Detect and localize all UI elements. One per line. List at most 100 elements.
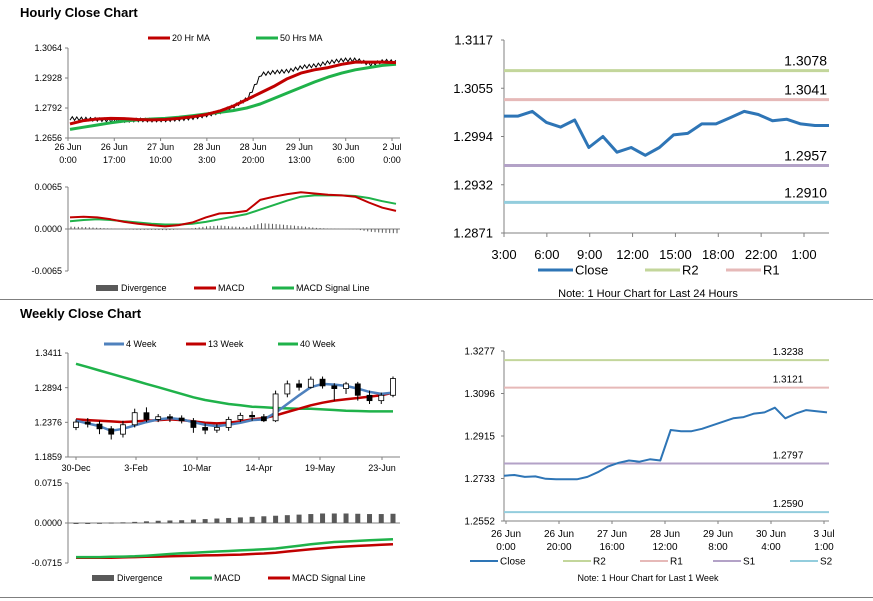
weekly-candle-body: [178, 417, 185, 422]
w1-xtick-time: 8:00: [708, 542, 728, 553]
weekly-divergence-bar: [378, 514, 384, 523]
weekly_price-ytick-label: 1.2376: [34, 417, 62, 427]
h24-legend-close-label: Close: [575, 263, 608, 278]
w1-xtick-time: 16:00: [599, 542, 624, 553]
hourly-legend-divergence-swatch: [96, 285, 118, 291]
hourly-ma50-line: [69, 62, 397, 131]
weekly-divergence-bar: [390, 513, 396, 523]
weekly-price-xtick-label: 23-Jun: [368, 463, 396, 473]
weekly-divergence-bar: [179, 520, 185, 523]
hourly-price-xtick-time: 17:00: [103, 155, 126, 165]
weekly-divergence-bar: [96, 522, 102, 524]
section-divider: [0, 299, 873, 300]
weekly_macd-ytick-label: 0.0000: [34, 518, 62, 528]
weekly-legend-divergence-swatch: [92, 575, 114, 581]
hourly-price-xtick-date: 27 Jun: [147, 142, 174, 152]
hourly-price-line: [69, 57, 397, 124]
hourly_macd-ytick-label: 0.0000: [34, 224, 62, 234]
weekly-candle-body: [237, 414, 244, 420]
w1-xtick-time: 20:00: [546, 542, 571, 553]
w1-xtick-date: 26 Jun: [544, 529, 574, 540]
weekly-legend-macd-label: MACD: [214, 573, 241, 583]
w1-xtick-date: 3 Jul: [813, 529, 834, 540]
weekly_close_1w-ytick-label: 1.2733: [464, 474, 495, 485]
hourly-legend-divergence-label: Divergence: [121, 283, 167, 293]
hourly_price-ytick-label: 1.3064: [34, 43, 62, 53]
weekly-candle-body: [366, 394, 373, 402]
weekly-divergence-bar: [226, 517, 232, 523]
hourly_macd-ytick-label: 0.0065: [34, 182, 62, 192]
weekly-candle-body: [272, 393, 279, 422]
weekly_macd-ytick-label: -0.0715: [31, 558, 62, 568]
hourly_close_24h-ytick-label: 1.3055: [453, 81, 493, 96]
hourly_price-ytick-label: 1.2792: [34, 103, 62, 113]
weekly-divergence-bar: [320, 513, 326, 523]
weekly-candle-body: [213, 427, 220, 431]
h24-xtick-label: 12:00: [616, 247, 649, 262]
w1-level-r2-label: 1.3238: [773, 347, 804, 358]
weekly-candle-body: [249, 414, 256, 418]
w1-level-s1-label: 1.2797: [773, 451, 804, 462]
hourly_price-ytick-label: 1.2656: [34, 133, 62, 143]
hourly_close_24h-ytick-label: 1.3117: [454, 33, 493, 48]
hourly-price-xtick-date: 28 Jun: [193, 142, 220, 152]
h24-xtick-label: 9:00: [577, 247, 602, 262]
hourly-price-xtick-time: 3:00: [198, 155, 216, 165]
weekly-candle-body: [343, 383, 349, 389]
w1-level-s2-label: 1.2590: [773, 499, 804, 510]
weekly-divergence-bar: [331, 513, 337, 523]
weekly-legend-13wk-label: 13 Week: [208, 339, 244, 349]
weekly-candle-body: [390, 378, 396, 396]
hourly_price-ytick-label: 1.2928: [34, 73, 62, 83]
weekly-candle-body: [307, 378, 314, 388]
weekly-divergence-bar: [249, 516, 255, 523]
h24-xtick-label: 6:00: [534, 247, 559, 262]
weekly-divergence-bar: [73, 523, 79, 524]
h24-level-s1-label: 1.2957: [784, 148, 827, 164]
weekly-40wk-line: [75, 362, 393, 413]
h24-legend-r2-label: R2: [682, 263, 699, 278]
hourly-price-xtick-date: 26 Jun: [54, 142, 81, 152]
w1-xtick-time: 1:00: [814, 542, 834, 553]
weekly-price-xtick-label: 14-Apr: [245, 463, 272, 473]
weekly-divergence-bar: [155, 520, 161, 523]
weekly-candle-body: [260, 416, 267, 422]
w1-xtick-date: 27 Jun: [597, 529, 627, 540]
hourly-section-title: Hourly Close Chart: [20, 5, 138, 20]
weekly-divergence-bar: [296, 514, 302, 523]
hourly-price-xtick-date: 26 Jun: [101, 142, 128, 152]
weekly-candle-body: [319, 378, 326, 387]
w1-xtick-time: 4:00: [761, 542, 781, 553]
hourly-price-xtick-time: 20:00: [242, 155, 265, 165]
h24-level-s2-label: 1.2910: [784, 184, 827, 200]
hourly-price-xtick-time: 0:00: [59, 155, 77, 165]
weekly-divergence-bar: [214, 518, 220, 523]
hourly-price-xtick-time: 13:00: [288, 155, 311, 165]
hourly-legend-ma20-label: 20 Hr MA: [172, 33, 210, 43]
weekly-divergence-bar: [190, 519, 196, 523]
h24-close-line: [504, 109, 829, 157]
weekly-macd-line: [76, 537, 394, 559]
weekly-divergence-bar: [367, 514, 373, 523]
w1-xtick-date: 29 Jun: [703, 529, 733, 540]
weekly-divergence-bar: [85, 523, 91, 524]
weekly-candle-body: [225, 419, 232, 428]
w1-legend-s2-label: S2: [820, 557, 833, 568]
weekly-candle-body: [190, 420, 197, 428]
weekly-candle-body: [202, 427, 209, 431]
w1-xtick-time: 0:00: [496, 542, 516, 553]
weekly_close_1w-ytick-label: 1.2552: [464, 517, 495, 528]
weekly-divergence-bar: [273, 515, 279, 523]
weekly_close_1w-ytick-label: 1.3096: [464, 389, 495, 400]
hourly-price-xtick-time: 0:00: [383, 155, 401, 165]
weekly-candle-body: [378, 394, 385, 402]
weekly-divergence-bar: [355, 513, 361, 523]
weekly-13wk-line: [75, 391, 394, 425]
weekly-divergence-bar: [167, 520, 173, 523]
hourly-ma20-line: [69, 60, 397, 126]
weekly-candle-body: [296, 383, 302, 388]
weekly-divergence-bar: [308, 514, 314, 523]
weekly-candle-body: [331, 385, 338, 389]
weekly-candle-body: [120, 424, 126, 435]
